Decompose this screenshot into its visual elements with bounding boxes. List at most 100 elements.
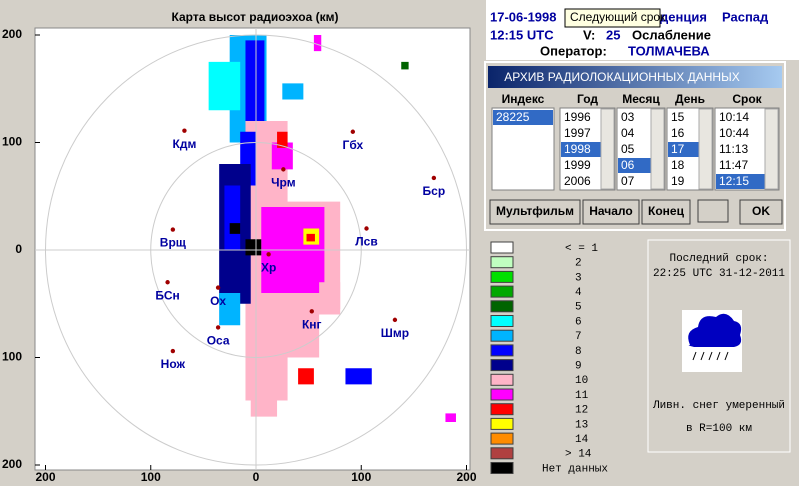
list-item[interactable]: 1996 xyxy=(564,110,591,124)
station-dot xyxy=(215,325,221,330)
list-item[interactable]: 07 xyxy=(621,174,635,188)
column-header: Индекс xyxy=(502,92,545,106)
echo-cell xyxy=(445,413,456,422)
legend-label: 12 xyxy=(575,405,588,417)
scrollbar[interactable] xyxy=(600,108,615,190)
legend-swatch xyxy=(490,256,514,269)
echo-cell xyxy=(282,83,304,100)
list-item[interactable]: 1997 xyxy=(564,126,591,140)
list-item[interactable]: 15 xyxy=(671,110,685,124)
station-dot xyxy=(266,252,271,257)
legend-label: 10 xyxy=(575,375,588,387)
scrollbar[interactable] xyxy=(764,108,779,190)
legend-label: 6 xyxy=(575,316,582,328)
tooltip-text: Следующий срок xyxy=(570,10,666,24)
operator-label: Оператор: xyxy=(540,43,607,58)
list-item[interactable]: 2006 xyxy=(564,174,591,188)
button-label[interactable]: OK xyxy=(752,204,770,218)
station-dot xyxy=(364,226,369,231)
button[interactable] xyxy=(582,199,640,225)
button-label[interactable]: Начало xyxy=(589,204,632,218)
echo-cell xyxy=(298,368,314,385)
v-label: V: xyxy=(583,27,595,42)
legend-swatch xyxy=(490,388,514,401)
list-item[interactable]: 06 xyxy=(621,158,635,172)
column-header: День xyxy=(675,92,705,106)
list-selection xyxy=(561,142,601,157)
book-icon[interactable] xyxy=(697,199,729,223)
list-item[interactable]: 10:14 xyxy=(719,110,749,124)
v: 25 xyxy=(606,27,620,42)
button[interactable] xyxy=(739,199,783,225)
list-item[interactable]: 16 xyxy=(671,126,685,140)
button[interactable] xyxy=(641,199,691,225)
station-label: Гбх xyxy=(343,138,364,152)
station-dot xyxy=(165,280,170,285)
station-dot xyxy=(170,227,176,232)
legend-swatch xyxy=(490,329,514,342)
button[interactable] xyxy=(489,199,581,225)
station-label: Лсв xyxy=(355,235,377,249)
legend-label: 8 xyxy=(575,346,582,358)
column-header: Срок xyxy=(732,92,762,106)
station-label: БСн xyxy=(155,288,179,302)
legend-label: 2 xyxy=(575,258,582,270)
legend-label: 5 xyxy=(575,302,582,314)
echo-cell xyxy=(271,142,293,170)
legend-label: 11 xyxy=(575,390,589,402)
y-tick-label: 200 xyxy=(2,457,22,471)
last-label: Последний срок: xyxy=(669,253,768,265)
list-item[interactable]: 19 xyxy=(671,174,685,188)
weather-icon xyxy=(682,310,742,372)
station-label: Кнг xyxy=(302,317,322,331)
legend-label: Нет данных xyxy=(542,463,608,475)
list-selection xyxy=(493,110,553,125)
list-item[interactable]: 12:15 xyxy=(719,174,749,188)
y-tick-label: 100 xyxy=(2,135,22,149)
list-selection xyxy=(716,174,765,189)
list-item[interactable]: 28225 xyxy=(496,110,530,124)
trend: Распад xyxy=(722,9,769,24)
echo-cell xyxy=(277,131,288,148)
cloud xyxy=(688,313,742,347)
list-item[interactable]: 11:13 xyxy=(719,142,748,156)
button-label[interactable]: Конец xyxy=(648,204,685,218)
list-item[interactable]: 04 xyxy=(621,126,635,140)
map-title: Карта высот радиоэхоа (км) xyxy=(172,10,339,24)
legend-label: 13 xyxy=(575,419,588,431)
scrollbar[interactable] xyxy=(698,108,713,190)
tooltip xyxy=(564,8,661,28)
list-item[interactable]: 05 xyxy=(621,142,635,156)
station-label: Чрм xyxy=(271,176,296,190)
echo-cell xyxy=(245,239,262,256)
echo-cell xyxy=(345,368,372,385)
echo-cell xyxy=(250,379,278,417)
list-selection xyxy=(668,142,699,157)
echo-cell xyxy=(229,223,241,234)
legend-swatch xyxy=(490,447,514,460)
legend-swatch xyxy=(490,462,514,474)
scrollbar[interactable] xyxy=(650,108,665,190)
station-label: Кдм xyxy=(173,137,197,151)
station-label: Шмр xyxy=(381,326,409,340)
list-item[interactable]: 10:44 xyxy=(719,126,749,140)
station-dot xyxy=(392,317,398,323)
legend-label: 9 xyxy=(575,361,582,373)
column-header: Месяц xyxy=(622,92,660,106)
list-item[interactable]: 1998 xyxy=(564,142,591,156)
list-item[interactable]: 18 xyxy=(671,158,685,172)
list-item[interactable]: 17 xyxy=(671,142,685,156)
list-selection xyxy=(618,158,651,173)
list-item[interactable]: 1999 xyxy=(564,158,591,172)
list-item[interactable]: 11:47 xyxy=(719,158,748,172)
list-item[interactable]: 03 xyxy=(621,110,635,124)
legend-label: 7 xyxy=(575,331,582,343)
button-label[interactable]: Мультфильм xyxy=(496,204,574,218)
legend-label: < = 1 xyxy=(565,243,598,255)
legend-swatch xyxy=(490,359,514,372)
archive-lists: Индекс 28225 Год 1996 1997 1998 1999 2006 Месяц 0… xyxy=(489,92,783,225)
x-tick-label: 200 xyxy=(35,470,55,484)
legend: < = 1 2 3 4 5 6 7 8 9 10 11 12 13 14 > 14 Нет данных xyxy=(490,241,608,475)
dialog-title: АРХИВ РАДИОЛОКАЦИОННЫХ ДАННЫХ xyxy=(504,70,739,84)
